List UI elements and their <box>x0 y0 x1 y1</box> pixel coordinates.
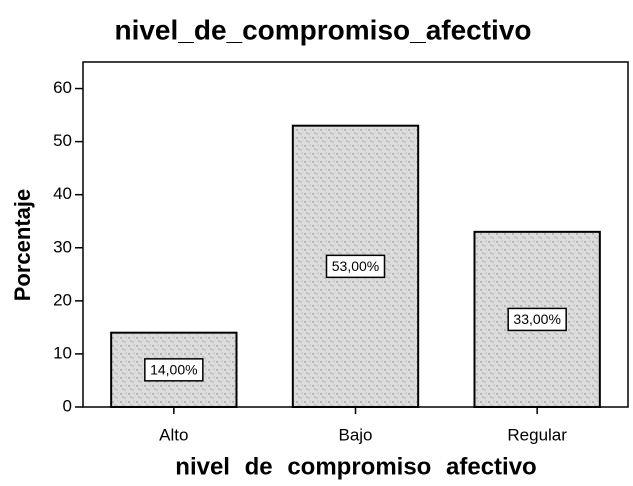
x-tick-label: Bajo <box>338 425 372 444</box>
x-tick-label: Regular <box>507 425 567 444</box>
data-label: 14,00% <box>150 362 197 378</box>
y-tick-label: 40 <box>53 184 72 203</box>
y-tick-label: 60 <box>53 78 72 97</box>
x-axis-label: nivel de compromiso afectivo <box>175 453 536 480</box>
data-label-box <box>144 358 204 382</box>
data-label-box <box>507 307 567 332</box>
data-label-box <box>325 254 386 279</box>
x-tick-label: Alto <box>159 425 188 444</box>
y-axis-label: Porcentaje <box>10 189 35 302</box>
y-tick-label: 20 <box>53 290 72 309</box>
y-tick-label: 10 <box>53 343 72 362</box>
data-label: 53,00% <box>332 258 379 274</box>
y-tick-label: 50 <box>53 131 72 150</box>
chart-title: nivel_de_compromiso_afectivo <box>114 14 531 45</box>
y-tick-label: 0 <box>63 396 72 415</box>
data-label: 33,00% <box>513 311 560 327</box>
y-tick-label: 30 <box>53 237 72 256</box>
